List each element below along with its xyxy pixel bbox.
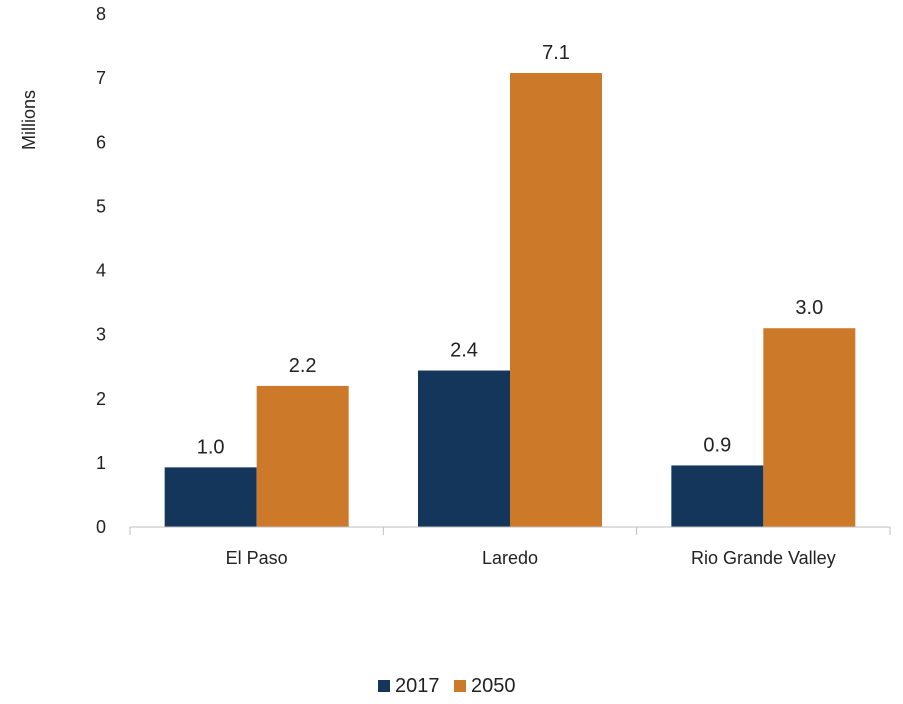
x-axis: El Paso Laredo Rio Grande Valley [129,527,891,568]
x-tick-label: Laredo [482,548,538,568]
data-labels: 1.0 2.2 2.4 7.1 0.9 3.0 [197,42,823,458]
bar [256,385,349,527]
bar [164,467,257,527]
legend-label: 2050 [471,675,516,697]
y-tick-label: 6 [96,132,106,152]
data-label: 0.9 [703,434,731,456]
y-tick-label: 7 [96,68,106,88]
y-tick-label: 0 [96,517,106,537]
bar [418,370,510,527]
bars [164,72,856,528]
data-label: 7.1 [542,42,570,64]
data-label: 2.2 [289,355,317,377]
y-tick-label: 8 [96,4,106,24]
legend-label: 2017 [395,675,440,697]
bar [510,72,602,528]
y-tick-label: 2 [96,389,106,409]
data-label: 2.4 [450,340,478,362]
legend: 2017 2050 [378,675,516,697]
y-tick-label: 4 [96,261,106,281]
y-axis: 0 1 2 3 4 5 6 7 8 [96,4,106,537]
x-tick-label: El Paso [226,548,288,568]
x-tick-label: Rio Grande Valley [691,548,836,568]
bar [671,465,764,527]
y-tick-label: 5 [96,196,106,216]
legend-swatch [454,680,466,692]
legend-swatch [378,680,390,692]
y-tick-label: 1 [96,453,106,473]
y-axis-title: Millions [19,90,39,150]
bar [763,328,856,527]
data-label: 3.0 [795,297,823,319]
y-tick-label: 3 [96,325,106,345]
data-label: 1.0 [197,436,225,458]
